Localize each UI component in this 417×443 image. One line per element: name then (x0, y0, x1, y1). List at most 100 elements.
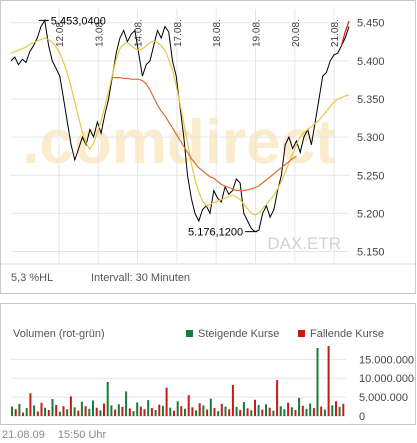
price-chart-panel: .comdirect 5.450 5.400 5.350 5.300 5.250 5.200… (0, 0, 416, 294)
volume-bar (309, 403, 312, 416)
volume-bar (99, 410, 102, 416)
low-annotation: 5.176,1200 (188, 227, 243, 239)
volume-bar (154, 410, 157, 416)
volume-bar (33, 405, 36, 416)
volume-bar (95, 407, 98, 416)
price-chart: .comdirect 5.450 5.400 5.350 5.300 5.250 5.200… (1, 9, 415, 284)
volume-bar (283, 409, 286, 416)
volume-bar (217, 411, 220, 416)
price-series-line-3 (340, 20, 350, 46)
price-series-line-1 (10, 37, 350, 216)
volume-bar (287, 402, 290, 416)
volume-bar (47, 410, 50, 416)
footer-date: 21.08.09 (2, 429, 45, 441)
x-tick-label: 12.08. (55, 19, 66, 47)
volume-bar (139, 406, 142, 416)
volume-bar (239, 410, 242, 416)
volume-bar (257, 405, 260, 416)
volume-bar (14, 409, 17, 416)
y-tick-label: 5.200 (357, 208, 385, 220)
timestamp-footer: 21.08.09 15:50 Uhr (2, 429, 116, 441)
volume-bar (184, 408, 186, 416)
x-tick-label: 20.08. (291, 19, 302, 47)
volume-bar (231, 385, 234, 416)
volume-bar (128, 408, 131, 416)
volume-bar (242, 402, 245, 416)
volume-chart: Volumen (rot-grün) Steigende Kurse Fallend… (11, 328, 414, 423)
volume-bar (147, 400, 150, 416)
volume-bar (80, 401, 83, 416)
volume-bar (298, 397, 301, 416)
volume-bar (250, 410, 253, 416)
y-tick-label: 5.300 (357, 132, 385, 144)
legend-swatch (186, 330, 193, 337)
volume-bar (92, 400, 94, 416)
volume-bar (25, 408, 28, 416)
volume-bar (272, 410, 275, 416)
volume-bar (66, 409, 69, 416)
volume-bar (117, 404, 120, 416)
volume-bar (195, 410, 198, 416)
volume-bar (22, 412, 24, 416)
volume-bar (73, 407, 76, 416)
volume-bar (36, 411, 39, 416)
volume-bar (335, 401, 337, 416)
volume-bar (279, 406, 282, 416)
volume-bar (173, 410, 175, 416)
y-tick-label: 5.150 (357, 247, 385, 259)
percent-hl-label: 5,3 %HL (11, 272, 53, 284)
volume-bar (290, 407, 293, 416)
volume-bar (209, 398, 212, 416)
volume-bar (268, 407, 271, 416)
price-series-line-2 (112, 77, 297, 192)
y-tick-label: 5.400 (357, 56, 385, 68)
volume-bar (18, 403, 21, 416)
volume-bar (132, 411, 135, 416)
volume-bar (235, 406, 238, 416)
watermark-text: .comdirect (22, 108, 336, 177)
volume-bar (180, 406, 183, 416)
volume-bar (312, 408, 315, 416)
volume-bar (169, 407, 172, 416)
volume-bar (338, 406, 341, 416)
volume-bar (254, 399, 256, 416)
volume-bar (44, 407, 47, 416)
volume-bar (301, 405, 304, 416)
volume-bar (110, 405, 113, 416)
volume-bar (342, 403, 345, 416)
volume-bar (323, 409, 326, 416)
volume-bar (58, 411, 61, 416)
volume-bar (265, 404, 267, 416)
volume-bar (220, 403, 223, 416)
x-tick-label: 21.08. (330, 19, 341, 47)
legend-label: Fallende Kurse (310, 328, 384, 340)
interval-label: Intervall: 30 Minuten (91, 272, 190, 284)
x-tick-label: 14.08. (134, 19, 145, 47)
x-tick-label: 19.08. (252, 19, 263, 47)
volume-bar (213, 408, 216, 416)
volume-bar (187, 395, 190, 416)
legend-label: Steigende Kurse (198, 328, 279, 340)
volume-bar (77, 410, 80, 416)
volume-bar (202, 405, 205, 416)
volume-bar (224, 406, 227, 416)
volume-bar (121, 406, 124, 416)
volume-bar (165, 387, 168, 416)
y-tick-label: 5.350 (357, 94, 385, 106)
volume-bar (161, 405, 164, 416)
volume-bar (198, 403, 201, 416)
volume-bar (136, 402, 139, 416)
y-tick-label: 5.250 (357, 170, 385, 182)
volume-bar (246, 408, 249, 416)
volume-bar (11, 406, 13, 416)
volume-bar (88, 408, 91, 416)
volume-bar (51, 399, 54, 416)
volume-bar (29, 393, 32, 416)
y-tick-label: 5.450 (357, 18, 385, 30)
x-tick-label: 13.08. (94, 19, 105, 47)
footer-time: 15:50 Uhr (57, 429, 107, 441)
volume-bar (276, 380, 279, 416)
volume-bar (84, 406, 87, 416)
volume-bar (150, 408, 153, 416)
volume-bar (327, 346, 330, 416)
